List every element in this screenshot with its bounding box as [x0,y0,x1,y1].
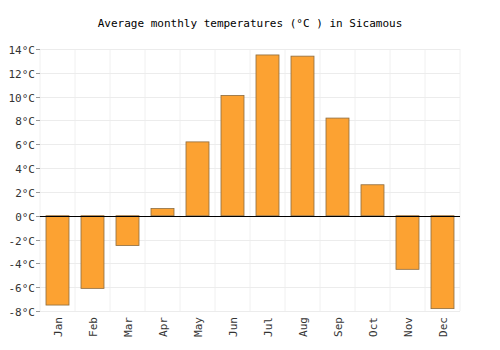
x-tick-label: Sep [332,317,345,337]
bar [151,209,174,216]
tick-mark [36,168,40,169]
bar [361,185,384,216]
tick-mark [36,97,40,98]
grid-line [40,97,460,98]
y-tick-label: 10°C [9,92,36,105]
tick-mark [36,49,40,50]
tick-mark [36,240,40,241]
grid-line-x [180,49,181,311]
bar [46,216,69,305]
y-tick-label: 12°C [9,68,36,81]
y-tick-label: 4°C [15,163,35,176]
y-tick-label: 14°C [9,44,36,57]
y-tick-label: -6°C [9,282,36,295]
grid-line [40,311,460,312]
grid-line-x [40,49,41,311]
bar [116,216,139,246]
grid-line-x [215,49,216,311]
x-tick-label: Jun [227,317,240,337]
tick-mark [36,120,40,121]
x-tick-label: Aug [297,317,310,337]
grid-line-x [285,49,286,311]
grid-line-x [145,49,146,311]
grid-line-x [250,49,251,311]
x-tick-label: Mar [122,317,135,337]
x-tick-label: Nov [402,317,415,337]
tick-mark [36,287,40,288]
bar [431,216,454,309]
tick-mark [36,144,40,145]
y-tick-label: -2°C [9,235,36,248]
grid-line-x [75,49,76,311]
y-tick-label: 8°C [15,115,35,128]
tick-mark [36,311,40,312]
bar [256,55,279,216]
grid-line [40,168,460,169]
x-tick-label: Jan [52,317,65,337]
y-tick-label: 0°C [15,211,35,224]
tick-mark [36,216,40,217]
grid-line [40,120,460,121]
y-tick-label: -8°C [9,306,36,319]
y-tick-label: 2°C [15,187,35,200]
grid-line [40,73,460,74]
grid-line-x [390,49,391,311]
zero-line [40,216,460,217]
x-tick-label: Oct [367,317,380,337]
grid-line-x [110,49,111,311]
x-tick-label: Apr [157,317,170,337]
bar [81,216,104,289]
title: Average monthly temperatures (°C ) in Si… [98,17,403,30]
bar [221,95,244,215]
grid-line [40,216,460,217]
grid-line-x [355,49,356,311]
tick-mark [36,73,40,74]
bar [186,142,209,216]
grid-line [40,144,460,145]
grid-line [40,192,460,193]
bar [326,118,349,216]
tick-mark [36,263,40,264]
y-tick-label: 6°C [15,139,35,152]
x-tick-label: Feb [87,317,100,337]
grid-line-x [425,49,426,311]
bar [291,56,314,216]
bars [46,55,454,309]
tick-mark [36,192,40,193]
x-tick-label: Jul [262,317,275,337]
y-tick-label: -4°C [9,258,36,271]
grid-line-x [460,49,461,311]
grid-line [40,49,460,50]
grid-line-x [320,49,321,311]
bar [396,216,419,270]
chart: Average monthly temperatures (°C ) in Si… [0,0,500,350]
x-tick-label: May [192,317,205,337]
x-tick-label: Dec [437,317,450,337]
